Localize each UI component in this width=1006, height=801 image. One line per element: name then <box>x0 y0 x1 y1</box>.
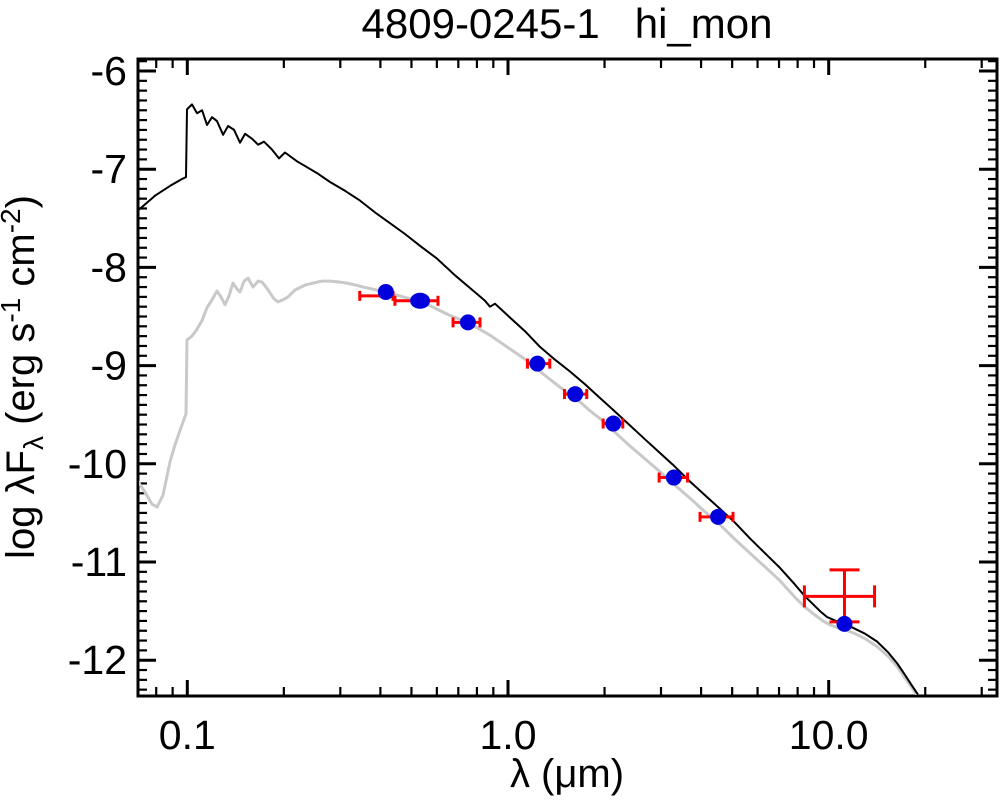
photometry-dot <box>459 314 476 331</box>
photometry-point <box>393 292 440 309</box>
axis-ticks <box>138 59 997 696</box>
y-tick-label: -9 <box>91 343 127 389</box>
y-axis-title: log λFλ (erg s-1 cm-2) <box>0 195 49 559</box>
y-tick-label: -10 <box>68 441 127 487</box>
y-tick-label: -7 <box>91 146 127 192</box>
photometry-point <box>698 508 735 525</box>
y-tick-label: -12 <box>68 637 127 683</box>
photometry-point <box>358 283 395 301</box>
reddened-model-curve <box>139 276 919 695</box>
unreddened-model-curve <box>139 103 919 695</box>
photometry-dot <box>410 292 431 309</box>
x-tick-label: 10.0 <box>789 712 869 758</box>
x-tick-label: 1.0 <box>480 712 537 758</box>
photometry <box>358 283 877 632</box>
plot-frame <box>136 57 999 698</box>
y-tick-label: -11 <box>71 539 127 585</box>
photometry-dot <box>665 469 682 486</box>
plot-body: 0.1 1.0 10.0 -6 -7 -8 -9 -10 -11 -12 <box>68 48 999 758</box>
x-tick-label: 0.1 <box>159 712 216 758</box>
photometry-dot <box>529 355 546 372</box>
photometry-point <box>601 415 625 432</box>
tick-labels: 0.1 1.0 10.0 -6 -7 -8 -9 -10 -11 -12 <box>68 48 869 758</box>
photometry-point <box>562 386 589 403</box>
photometry-point <box>657 469 690 486</box>
photometry-point <box>802 568 877 632</box>
photometry-dot <box>836 615 853 632</box>
photometry-dot <box>710 508 727 525</box>
photometry-dot <box>567 386 584 403</box>
x-axis-title: λ (μm) <box>510 752 624 796</box>
photometry-dot <box>377 283 394 300</box>
photometry-point <box>525 355 552 372</box>
plot-title: 4809-0245-1 hi_mon <box>362 0 773 47</box>
photometry-dot <box>605 415 622 432</box>
photometry-point <box>451 314 482 331</box>
y-tick-label: -8 <box>91 244 127 290</box>
y-tick-label: -6 <box>91 48 127 94</box>
